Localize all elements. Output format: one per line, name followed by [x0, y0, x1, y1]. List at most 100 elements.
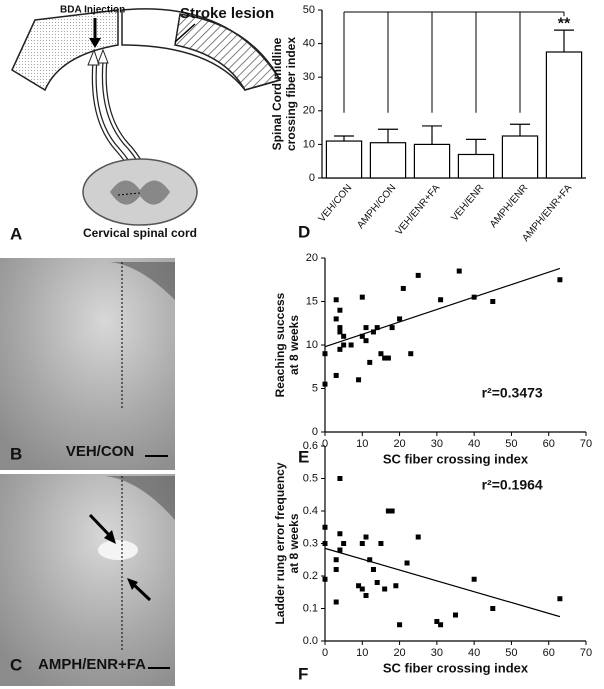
point: [471, 576, 477, 582]
point: [397, 622, 403, 628]
bar: [501, 135, 539, 179]
panel-label: C: [10, 655, 22, 674]
point: [370, 567, 376, 572]
point: [356, 583, 362, 589]
x-axis-label: SC fiber crossing index: [383, 451, 529, 466]
y-tick-label: 20: [306, 252, 318, 264]
point: [397, 316, 403, 322]
bar: [457, 153, 495, 179]
x-tick-label: AMPH/ENR: [488, 183, 530, 231]
y-tick-label: 5: [312, 382, 318, 394]
y-tick-label: 40: [303, 38, 315, 50]
image-label: AMPH/ENR+FA: [38, 656, 146, 673]
bar: [325, 140, 363, 179]
x-tick-label: VEH/ENR+FA: [394, 182, 443, 237]
point: [337, 531, 343, 537]
x-tick-label: 70: [580, 647, 592, 659]
panel-label: B: [10, 444, 22, 463]
point: [471, 294, 477, 300]
point: [333, 372, 339, 378]
y-axis-label: Reaching success: [273, 292, 287, 397]
point: [333, 316, 339, 322]
point: [337, 476, 343, 481]
x-tick-label: VEH/ENR: [449, 183, 486, 224]
point: [333, 297, 339, 303]
micrograph: VEH/CON B: [0, 258, 175, 470]
diagram-label: Cervical spinal cord: [83, 226, 197, 240]
x-tick-label: AMPH/CON: [355, 183, 398, 231]
x-tick-label: 50: [505, 647, 517, 659]
y-axis-label: Spinal Cord midline: [270, 37, 284, 150]
point: [374, 580, 380, 585]
y-tick-label: 0.1: [303, 602, 318, 614]
point: [456, 268, 462, 274]
y-tick-label: 0.5: [303, 472, 318, 484]
point: [434, 619, 440, 624]
point: [374, 325, 380, 331]
annotation: r²=0.3473: [482, 385, 543, 401]
point: [367, 359, 373, 365]
diagram: BDA Injection Stroke lesion Cervical spi…: [10, 5, 282, 243]
y-tick-label: 0.3: [303, 537, 318, 549]
point: [367, 557, 373, 563]
x-tick-label: 0: [322, 438, 328, 450]
point: [438, 622, 444, 628]
panel-label: A: [10, 224, 22, 243]
x-tick-label: 10: [356, 438, 368, 450]
y-tick-label: 15: [306, 295, 318, 307]
point: [333, 599, 339, 605]
point: [438, 297, 444, 303]
diagram-label: BDA Injection: [60, 5, 125, 16]
x-tick-label: 10: [356, 647, 368, 659]
y-tick-label: 0.6: [303, 440, 318, 452]
y-tick-label: 0: [309, 172, 315, 184]
point: [322, 381, 328, 387]
y-tick-label: 0: [312, 426, 318, 438]
y-tick-label: 0.0: [303, 635, 318, 647]
point: [337, 307, 343, 313]
y-axis-label: at 8 weeks: [287, 315, 301, 375]
point: [557, 277, 563, 283]
point: [341, 333, 347, 339]
x-tick-label: 70: [580, 438, 592, 450]
point: [404, 560, 410, 566]
point: [400, 285, 406, 291]
point: [389, 508, 395, 514]
bar: [369, 142, 407, 179]
point: [378, 351, 384, 357]
x-tick-label: 40: [468, 647, 480, 659]
x-tick-label: 60: [543, 438, 555, 450]
point: [415, 272, 421, 278]
point: [359, 586, 365, 592]
point: [393, 583, 399, 589]
point: [322, 576, 328, 582]
point: [382, 355, 388, 361]
x-tick-label: 20: [393, 647, 405, 659]
point: [348, 342, 354, 348]
diagram-label: Stroke lesion: [180, 5, 274, 22]
y-tick-label: 0.2: [303, 570, 318, 582]
x-tick-label: 40: [468, 438, 480, 450]
x-tick-label: 30: [431, 438, 443, 450]
point: [322, 351, 328, 357]
point: [363, 534, 369, 540]
x-tick-label: 0: [322, 647, 328, 659]
point: [415, 534, 421, 540]
point: [333, 567, 339, 572]
point: [341, 342, 347, 348]
y-axis-label: at 8 weeks: [287, 513, 301, 573]
point: [356, 377, 362, 383]
point: [337, 329, 343, 335]
point: [359, 541, 365, 546]
y-tick-label: 20: [303, 105, 315, 117]
x-tick-label: 30: [431, 647, 443, 659]
point: [337, 346, 343, 352]
y-tick-label: 10: [303, 138, 315, 150]
y-tick-label: 0.4: [303, 505, 318, 517]
point: [385, 508, 391, 514]
y-tick-label: 10: [306, 339, 318, 351]
bar: [413, 143, 451, 179]
point: [322, 541, 328, 546]
point: [408, 351, 414, 357]
